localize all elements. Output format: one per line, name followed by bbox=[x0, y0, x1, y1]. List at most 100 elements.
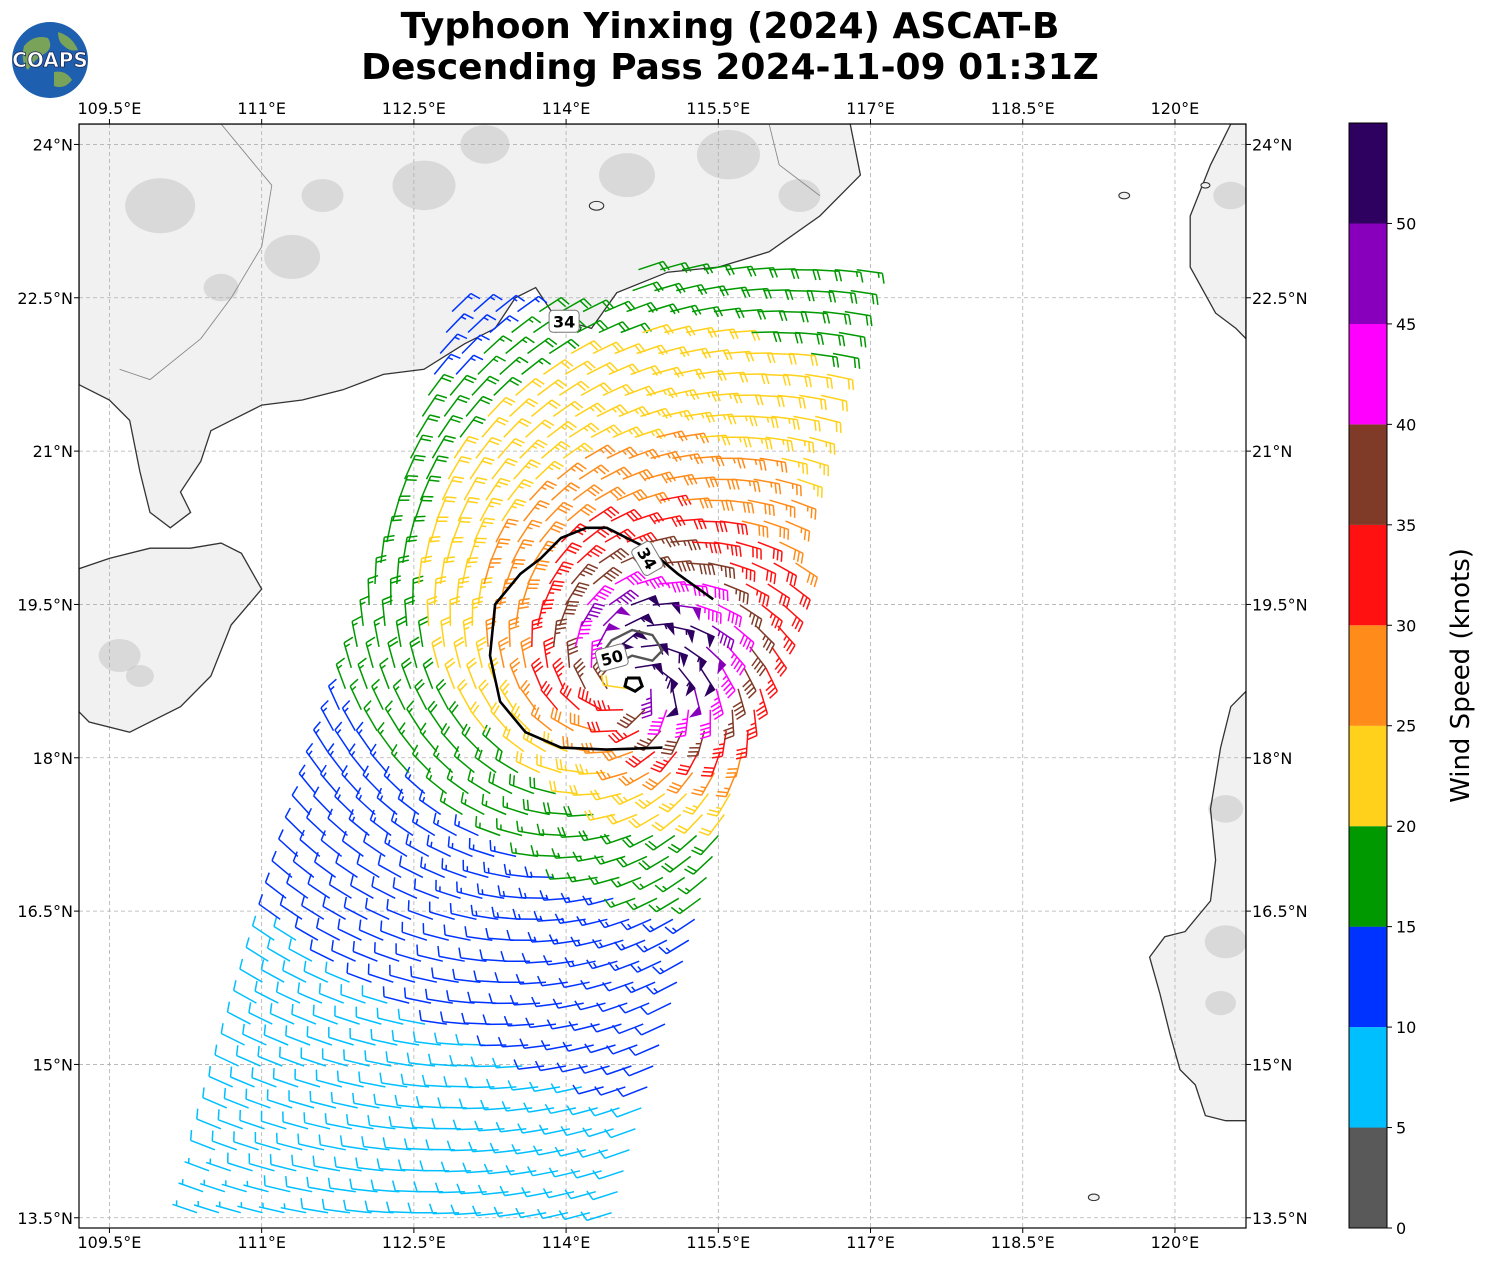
wind-barb bbox=[617, 1002, 650, 1014]
wind-barb bbox=[598, 321, 630, 334]
wind-barb bbox=[517, 295, 548, 313]
wind-barb bbox=[272, 1068, 299, 1088]
wind-barb bbox=[610, 1107, 642, 1118]
wind-barb bbox=[591, 938, 624, 949]
wind-barb bbox=[441, 858, 467, 879]
wind-barb bbox=[341, 830, 364, 858]
wind-barb bbox=[367, 963, 394, 983]
colorbar-tick-label: 50 bbox=[1396, 214, 1416, 233]
wind-barb bbox=[558, 380, 590, 397]
wind-barb bbox=[389, 964, 416, 983]
wind-barb bbox=[483, 1163, 515, 1175]
wind-barb bbox=[686, 562, 716, 576]
wind-barb bbox=[552, 618, 568, 647]
wind-barb bbox=[713, 307, 745, 319]
wind-barb bbox=[467, 769, 491, 795]
wind-barb bbox=[627, 1044, 660, 1056]
wind-barb bbox=[769, 268, 800, 280]
wind-barb bbox=[602, 606, 631, 627]
wind-barb bbox=[558, 600, 580, 627]
wind-barb bbox=[828, 289, 858, 304]
wind-barb bbox=[376, 787, 398, 816]
wind-barb bbox=[650, 751, 678, 773]
wind-barb bbox=[711, 625, 735, 651]
wind-barb bbox=[592, 341, 624, 355]
wind-barb bbox=[382, 986, 410, 1004]
wind-barb bbox=[365, 636, 376, 669]
wind-barb bbox=[594, 486, 626, 501]
wind-barb bbox=[447, 836, 473, 858]
wind-barb bbox=[692, 541, 722, 554]
wind-barb bbox=[576, 319, 608, 334]
wind-barb bbox=[363, 700, 378, 732]
wind-barb bbox=[630, 595, 661, 608]
wind-barb bbox=[355, 721, 372, 753]
axis-ticks: 109.5°E 109.5°E 111°E 111°E 112.5°E 112.5°E 11… bbox=[17, 99, 1307, 1252]
wind-barb bbox=[493, 1206, 525, 1218]
wind-barb bbox=[431, 967, 459, 983]
wind-barb bbox=[452, 968, 481, 983]
wind-barb bbox=[362, 765, 382, 795]
wind-barb bbox=[172, 1200, 198, 1214]
wind-barb bbox=[803, 457, 829, 477]
wind-barb bbox=[346, 962, 372, 983]
wind-barb bbox=[741, 520, 769, 538]
wind-barb bbox=[352, 941, 378, 962]
wind-barb bbox=[767, 583, 791, 609]
wind-barb bbox=[343, 636, 354, 669]
wind-barb bbox=[564, 582, 590, 606]
wind-barb bbox=[636, 575, 669, 590]
wind-barb bbox=[601, 981, 634, 992]
wind-barb bbox=[521, 952, 552, 964]
lat-tick-label-left: 21°N bbox=[33, 442, 73, 461]
wind-barb bbox=[497, 636, 509, 668]
wind-barb bbox=[616, 1086, 648, 1098]
wind-barb bbox=[402, 535, 418, 564]
lat-tick-label-right: 24°N bbox=[1252, 135, 1292, 154]
wind-barb bbox=[300, 895, 325, 920]
wind-barbs bbox=[172, 260, 885, 1222]
wind-barb bbox=[646, 387, 678, 399]
wind-barb bbox=[178, 1179, 204, 1193]
wind-barb bbox=[495, 518, 519, 543]
wind-barb bbox=[358, 919, 384, 941]
wind-barb bbox=[552, 998, 584, 1009]
wind-barb bbox=[502, 796, 529, 816]
wind-barb bbox=[435, 879, 461, 900]
wind-barb bbox=[447, 455, 472, 480]
wind-barb bbox=[439, 333, 468, 354]
wind-barb bbox=[312, 1155, 341, 1172]
wind-barb bbox=[235, 1045, 261, 1067]
colorbar-segment bbox=[1349, 826, 1387, 927]
wind-barb bbox=[542, 580, 565, 606]
wind-barb bbox=[337, 918, 362, 941]
wind-barb bbox=[588, 506, 620, 522]
wind-barb bbox=[787, 436, 815, 454]
wind-barb bbox=[303, 960, 329, 983]
wind-barb bbox=[367, 574, 379, 606]
wind-barb bbox=[263, 1024, 289, 1046]
wind-barb bbox=[658, 939, 690, 955]
wind-barb bbox=[425, 455, 449, 480]
wind-barb bbox=[696, 604, 722, 624]
wind-barb bbox=[634, 428, 667, 440]
wind-barb bbox=[666, 772, 694, 794]
wind-barb bbox=[530, 704, 553, 732]
wind-barb bbox=[439, 556, 456, 585]
wind-barb bbox=[456, 881, 483, 900]
wind-barb bbox=[601, 748, 634, 762]
wind-barb bbox=[331, 940, 356, 962]
wind-barb bbox=[327, 678, 341, 711]
wind-barb bbox=[513, 459, 541, 480]
wind-barb bbox=[598, 547, 630, 564]
wind-barb bbox=[462, 859, 489, 879]
wind-barb bbox=[312, 1004, 339, 1025]
colorbar-segment bbox=[1349, 223, 1387, 324]
wind-barb bbox=[258, 1202, 285, 1214]
wind-barb bbox=[294, 1068, 321, 1088]
wind-barb bbox=[801, 310, 831, 324]
wind-barb bbox=[355, 1157, 384, 1172]
wind-barb bbox=[421, 1074, 451, 1088]
wind-barb bbox=[479, 497, 504, 522]
wind-barb bbox=[291, 1154, 319, 1172]
